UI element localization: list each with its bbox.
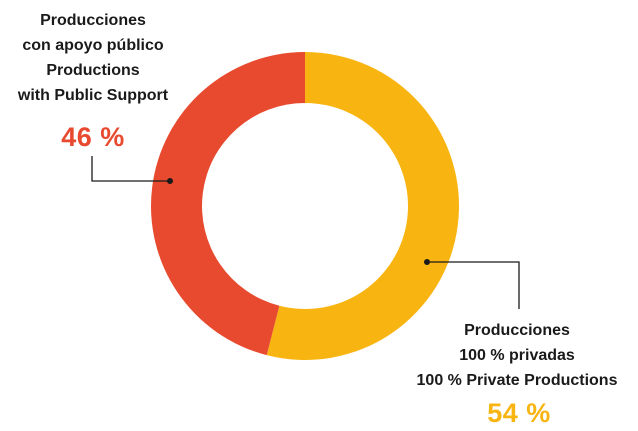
label-private-line-2: 100 % privadas xyxy=(459,347,575,364)
label-private-productions: Producciones 100 % privadas 100 % Privat… xyxy=(396,318,638,393)
label-public-line-2: con apoyo público xyxy=(22,37,164,54)
leader-public-support-line xyxy=(91,156,170,182)
label-private-line-1: Producciones xyxy=(464,322,570,339)
label-public-support: Producciones con apoyo público Productio… xyxy=(0,8,186,108)
leader-private-productions-line xyxy=(427,261,520,309)
data-label-public-support: 46 % xyxy=(61,122,125,152)
leader-private-productions-dot xyxy=(424,259,430,265)
slice-public-support xyxy=(150,52,305,356)
label-private-line-3: 100 % Private Productions xyxy=(416,372,618,389)
data-label-private-productions: 54 % xyxy=(487,398,551,428)
leader-public-support-dot xyxy=(167,178,173,184)
label-public-line-3: Productions xyxy=(46,62,140,79)
label-public-line-4: with Public Support xyxy=(17,87,169,104)
slice-private-productions xyxy=(266,52,459,360)
label-public-line-1: Producciones xyxy=(40,12,146,29)
